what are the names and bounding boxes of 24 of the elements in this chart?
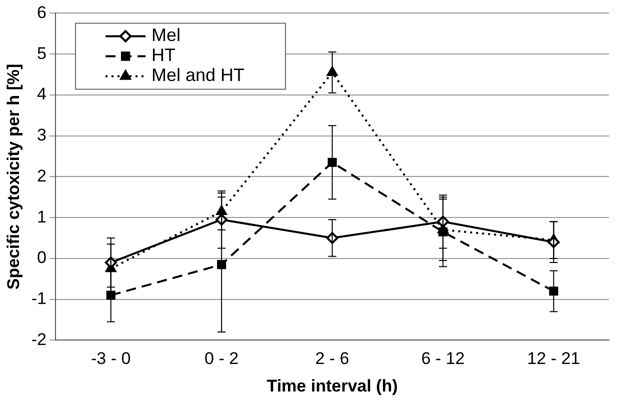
y-tick-label: 0	[37, 248, 47, 268]
x-tick-label: 6 - 12	[421, 349, 465, 368]
x-axis-title: Time interval (h)	[266, 376, 398, 396]
point	[326, 66, 338, 76]
point	[217, 260, 226, 270]
x-tick-label: 2 - 6	[315, 349, 350, 368]
y-tick-label: 3	[37, 126, 47, 145]
x-tick-label: 12 - 21	[527, 349, 580, 368]
legend-label: HT	[152, 45, 176, 66]
x-tick-label: 0 - 2	[204, 349, 239, 368]
y-tick-label: 6	[37, 2, 47, 22]
point	[216, 205, 227, 215]
y-tick-label: 2	[37, 166, 47, 186]
y-axis-title: Specific cytoxicity per h [%]	[4, 64, 23, 290]
legend-label: Mel	[152, 25, 181, 46]
y-tick-label: 1	[37, 207, 47, 226]
y-tick-label: -1	[31, 289, 47, 308]
y-tick-label: 5	[37, 44, 47, 63]
point	[549, 286, 558, 296]
x-tick-label: -3 - 0	[91, 349, 131, 368]
y-tick-label: -2	[31, 330, 47, 349]
y-tick-label: 4	[37, 84, 47, 104]
point	[328, 158, 337, 167]
legend-label: Mel and HT	[152, 65, 245, 86]
